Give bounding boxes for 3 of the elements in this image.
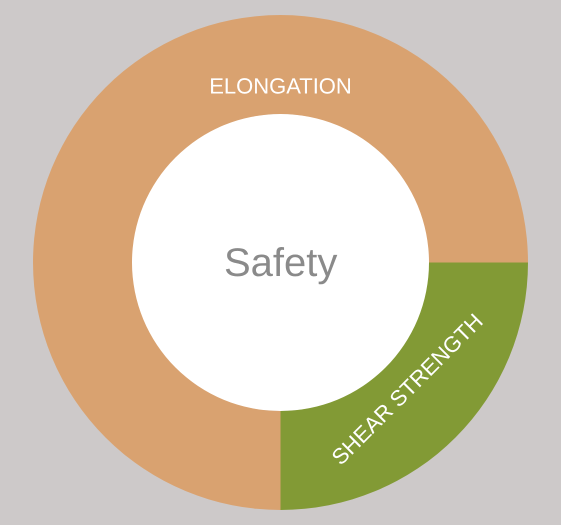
- slice-label: ELONGATION: [209, 74, 352, 99]
- donut-slice: [33, 15, 528, 510]
- text: Safety: [224, 241, 338, 285]
